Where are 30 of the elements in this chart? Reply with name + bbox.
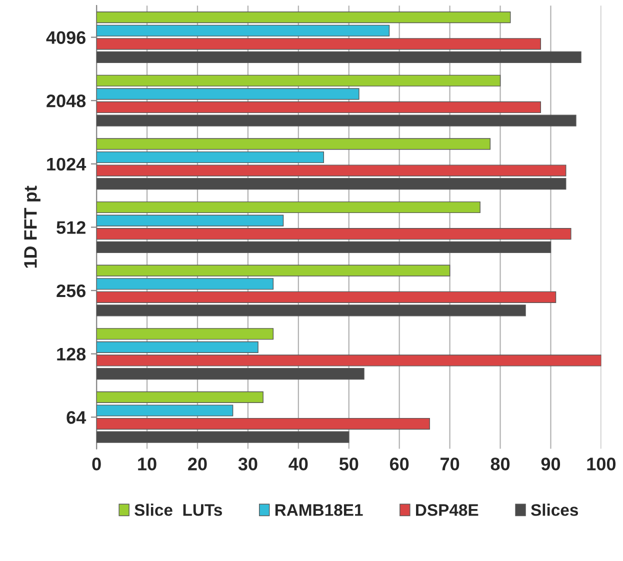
legend-label: RAMB18E1 (275, 504, 363, 516)
x-tick-label: 10 (138, 458, 156, 470)
x-tick-label: 30 (238, 458, 258, 470)
x-tick-label: 70 (440, 458, 460, 470)
x-tick-label: 60 (390, 458, 409, 470)
bar (96, 241, 552, 253)
bar (96, 328, 274, 340)
x-tick-label: 0 (92, 458, 101, 470)
legend-label: Slices (530, 504, 578, 516)
bar (96, 51, 582, 64)
legend-label: Slice LUTs (134, 504, 222, 516)
x-tick-label: 90 (541, 458, 560, 470)
x-tick-label: 20 (188, 458, 207, 470)
bar (96, 12, 511, 24)
x-tick-label: 40 (288, 458, 308, 470)
bar (96, 431, 350, 443)
y-tick-label: 4096 (46, 31, 86, 44)
legend-label: DSP48E (416, 504, 478, 516)
x-tick-label: 100 (587, 458, 616, 470)
y-tick-label: 64 (66, 411, 86, 424)
x-tick-label: 50 (339, 458, 358, 470)
y-axis-title: 1D FFT pt (24, 186, 40, 268)
y-tick-label: 512 (56, 221, 86, 234)
y-tick-label: 1024 (47, 158, 86, 171)
bar (96, 201, 480, 214)
bar (96, 138, 491, 150)
y-tick-label: 2048 (46, 94, 86, 108)
x-tick-label: 80 (490, 458, 510, 470)
y-tick-label: 128 (57, 348, 86, 361)
y-tick-label: 256 (56, 284, 86, 298)
